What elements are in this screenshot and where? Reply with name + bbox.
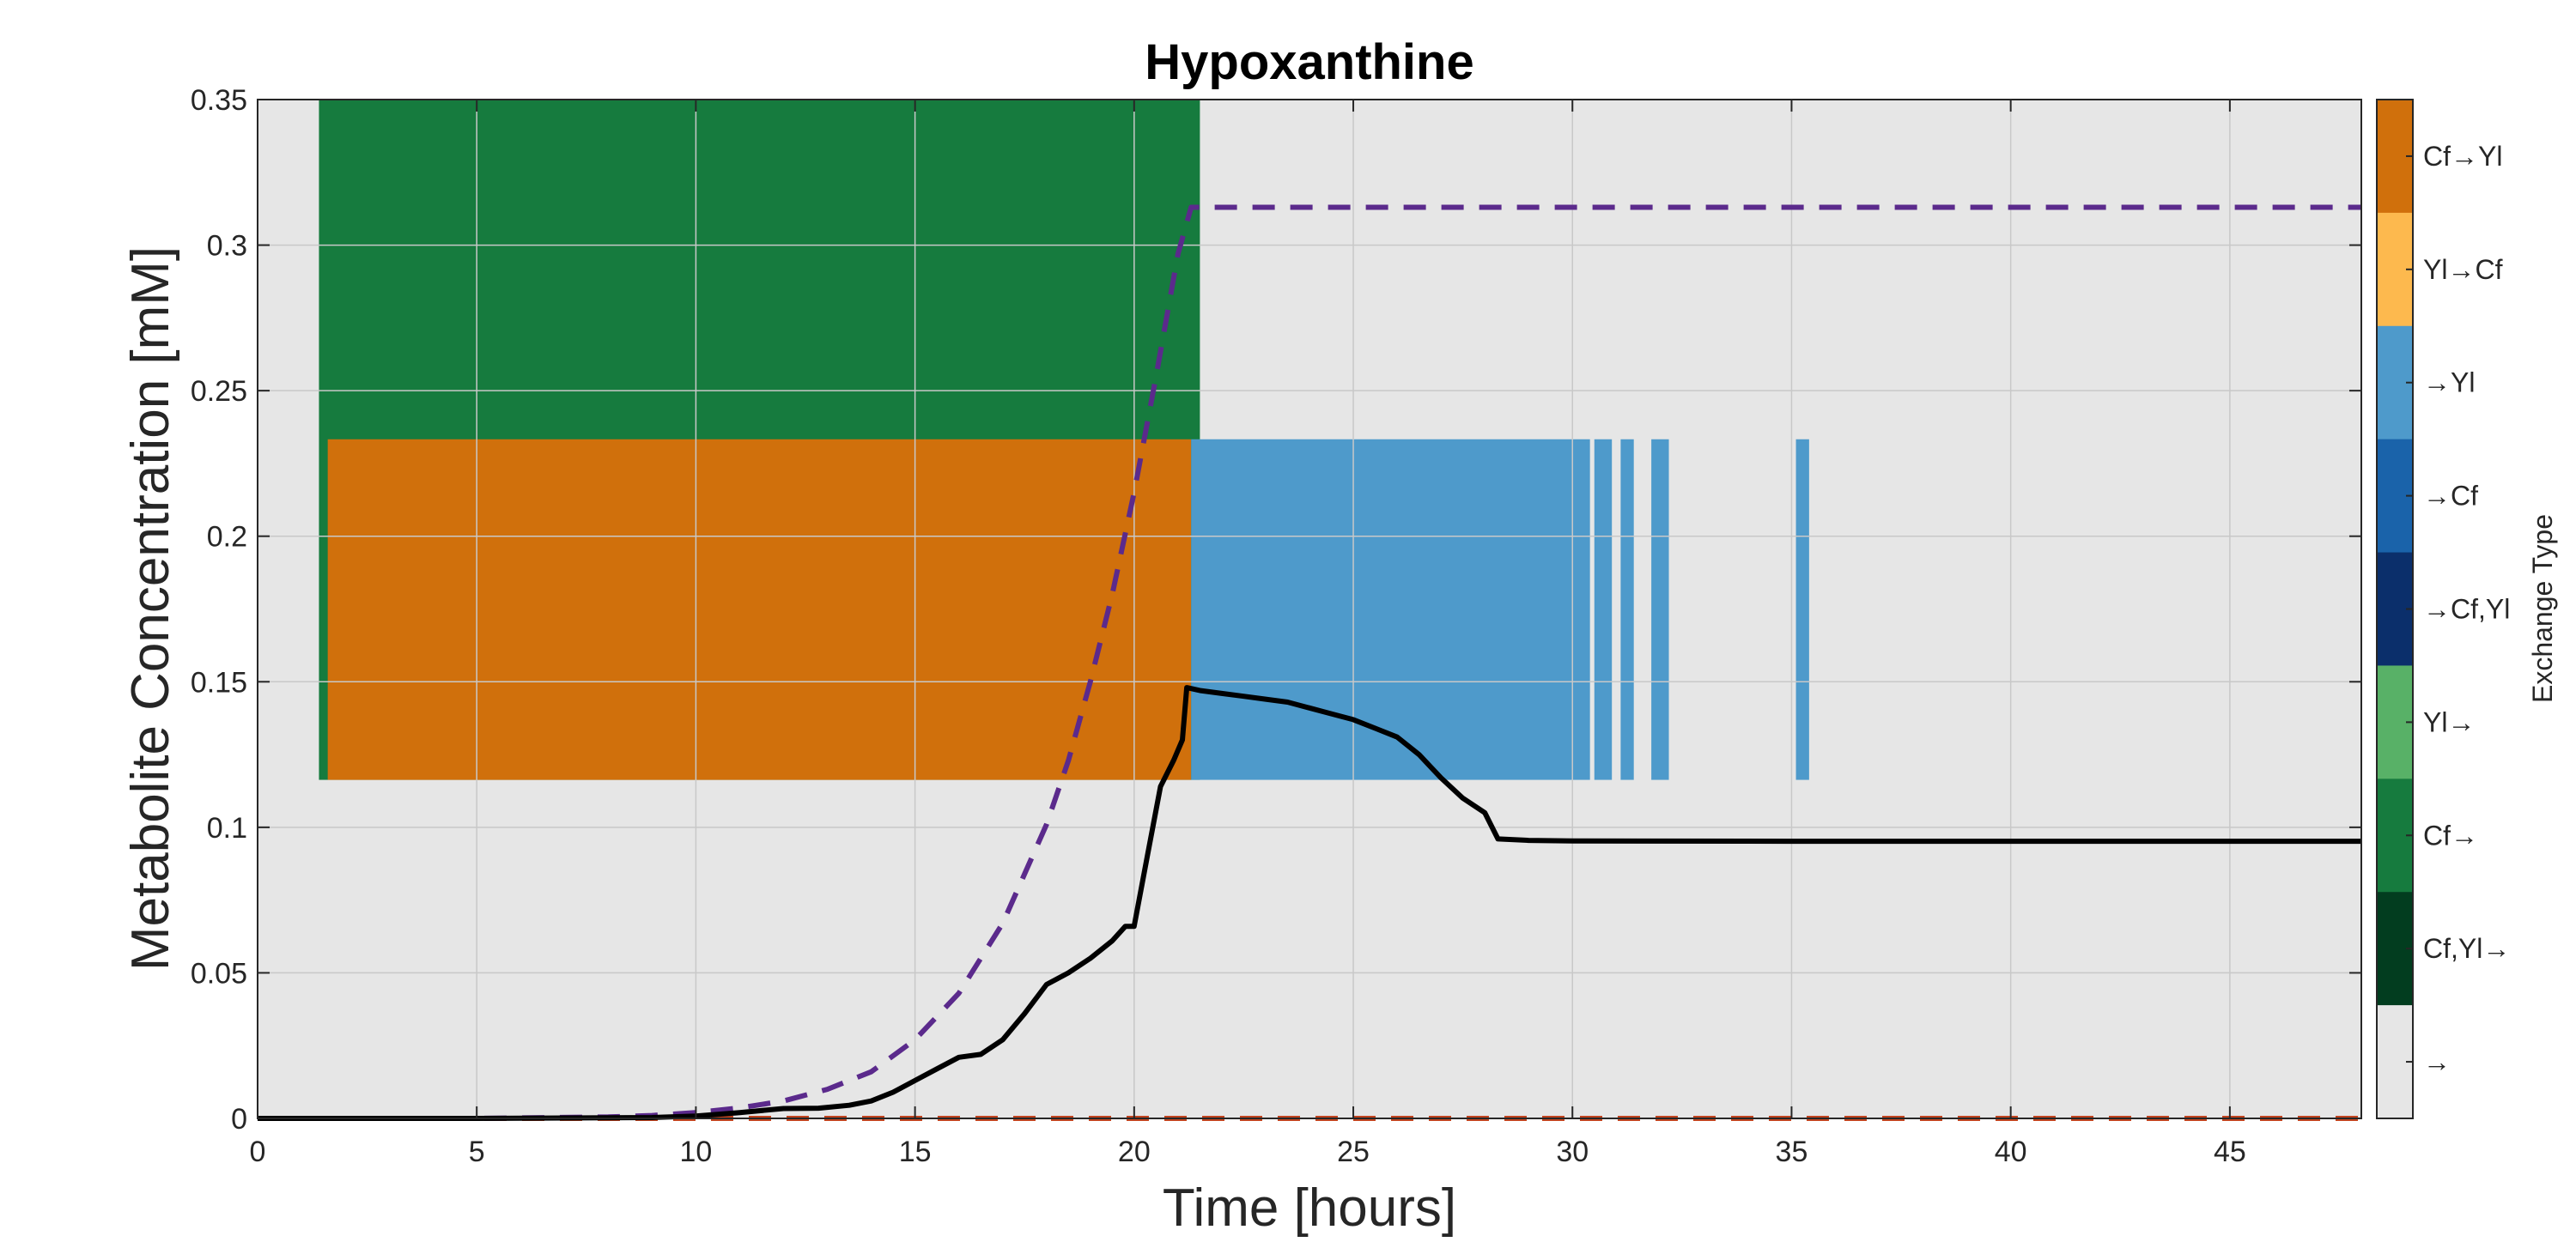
x-tick-label: 35 [1776, 1136, 1808, 1168]
x-tick-label: 0 [250, 1136, 266, 1168]
x-tick-label: 10 [680, 1136, 713, 1168]
y-tick-label: 0.15 [191, 666, 247, 699]
y-tick-label: 0.05 [191, 957, 247, 990]
y-tick-label: 0.35 [191, 84, 247, 117]
x-tick-label: 45 [2214, 1136, 2246, 1168]
exchange-band-2-0 [1191, 439, 1590, 780]
colorbar-frame [2376, 99, 2414, 1119]
y-tick-label: 0 [231, 1103, 247, 1136]
y-tick-label: 0.3 [207, 230, 247, 263]
x-axis-title: Time [hours] [1163, 1178, 1456, 1238]
x-tick-label: 25 [1337, 1136, 1370, 1168]
x-tick-label: 30 [1556, 1136, 1589, 1168]
chart-title: Hypoxanthine [1145, 34, 1474, 90]
y-axis-ticks: 0 0.05 0.1 0.15 0.2 0.25 0.3 0.35 [191, 84, 2361, 1136]
exchange-band-2-2 [1620, 439, 1634, 780]
x-tick-label: 40 [1995, 1136, 2027, 1168]
colorbar-label: Cf→Yl [2423, 141, 2502, 172]
colorbar-label: →Yl [2423, 367, 2475, 398]
exchange-band-2-4 [1795, 439, 1809, 780]
y-tick-label: 0.2 [207, 521, 247, 554]
colorbar-label: →Cf [2423, 481, 2478, 512]
colorbar-label: →Cf,Yl [2423, 594, 2510, 625]
x-tick-label: 15 [899, 1136, 932, 1168]
x-tick-label: 5 [469, 1136, 485, 1168]
colorbar-label: → [2423, 1046, 2451, 1077]
series-line-concentration [258, 685, 2361, 1121]
y-axis-title: Metabolite Concentration [mM] [121, 246, 180, 971]
grid-lines [258, 100, 2361, 1118]
plot-frame [257, 99, 2362, 1119]
colorbar-label: Yl→ [2423, 706, 2475, 737]
colorbar-title: Exchange Type [2527, 514, 2558, 703]
x-axis-ticks: 0 5 10 15 20 25 30 35 40 45 [250, 100, 2246, 1168]
colorbar-label: Cf→ [2423, 820, 2478, 851]
series-line-model-dashed-purple [258, 204, 2361, 1121]
exchange-band-2-1 [1594, 439, 1613, 780]
colorbar-label: Cf,Yl→ [2423, 933, 2510, 964]
exchange-band-2-3 [1651, 439, 1669, 780]
colorbar: Cf→Yl Yl→Cf →Yl →Cf →Cf,Yl Yl→ Cf→ Cf,Yl→ → [2377, 100, 2510, 1119]
colorbar-label: Yl→Cf [2423, 254, 2503, 285]
exchange-band-1-0 [327, 439, 1192, 780]
y-tick-label: 0.1 [207, 812, 247, 845]
x-tick-label: 20 [1118, 1136, 1151, 1168]
exchange-bands [319, 100, 1809, 780]
y-tick-label: 0.25 [191, 375, 247, 408]
